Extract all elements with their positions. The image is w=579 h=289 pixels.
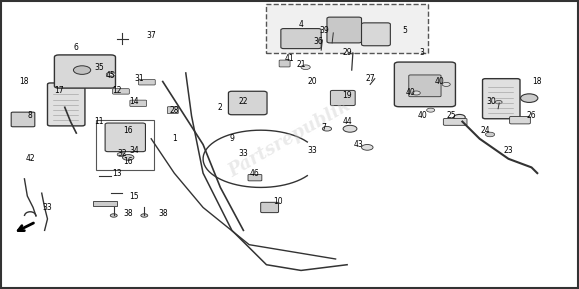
Circle shape: [109, 73, 112, 75]
Text: 39: 39: [319, 25, 329, 34]
Text: 22: 22: [239, 97, 248, 106]
Text: 15: 15: [129, 192, 139, 201]
Circle shape: [107, 72, 115, 77]
Circle shape: [117, 153, 125, 157]
FancyBboxPatch shape: [130, 100, 146, 106]
Text: 16: 16: [123, 126, 133, 135]
FancyBboxPatch shape: [444, 118, 467, 125]
Text: 21: 21: [296, 60, 306, 69]
Text: 9: 9: [229, 134, 234, 143]
Text: 7: 7: [322, 123, 327, 132]
Text: 31: 31: [135, 74, 145, 83]
Text: 14: 14: [129, 97, 139, 106]
FancyBboxPatch shape: [361, 23, 390, 46]
FancyBboxPatch shape: [54, 55, 115, 88]
FancyBboxPatch shape: [261, 202, 278, 213]
FancyBboxPatch shape: [394, 62, 456, 107]
Text: 10: 10: [273, 197, 283, 206]
Text: 11: 11: [94, 117, 104, 126]
Text: 42: 42: [25, 154, 35, 163]
Text: 44: 44: [342, 117, 352, 126]
FancyBboxPatch shape: [138, 79, 155, 85]
Circle shape: [521, 94, 538, 102]
FancyBboxPatch shape: [167, 107, 178, 114]
Circle shape: [347, 49, 357, 54]
FancyBboxPatch shape: [93, 201, 117, 206]
Text: 26: 26: [527, 111, 536, 121]
Circle shape: [412, 91, 420, 95]
Circle shape: [122, 155, 134, 160]
Text: 38: 38: [158, 209, 167, 218]
Text: 3: 3: [420, 49, 424, 58]
Circle shape: [323, 127, 332, 131]
FancyBboxPatch shape: [409, 75, 441, 97]
Text: 6: 6: [74, 43, 79, 52]
Circle shape: [361, 144, 373, 150]
Text: 35: 35: [94, 63, 104, 72]
Text: 29: 29: [342, 49, 352, 58]
Text: 37: 37: [146, 31, 156, 40]
Text: 33: 33: [307, 146, 317, 155]
Text: 41: 41: [285, 54, 294, 63]
FancyBboxPatch shape: [327, 17, 361, 43]
Text: 18: 18: [20, 77, 29, 86]
Text: 23: 23: [504, 146, 513, 155]
Text: Partsrepublik: Partsrepublik: [225, 97, 354, 181]
Text: 32: 32: [118, 149, 127, 158]
Text: 27: 27: [365, 74, 375, 83]
Circle shape: [485, 132, 494, 137]
Circle shape: [110, 214, 117, 217]
Circle shape: [74, 66, 91, 74]
Text: 40: 40: [406, 88, 415, 97]
Text: 24: 24: [481, 126, 490, 135]
Text: 13: 13: [112, 168, 122, 178]
Text: 34: 34: [129, 146, 139, 155]
FancyBboxPatch shape: [281, 29, 321, 49]
Circle shape: [454, 114, 466, 120]
FancyBboxPatch shape: [11, 112, 35, 127]
Text: 33: 33: [239, 149, 248, 158]
FancyBboxPatch shape: [112, 89, 129, 94]
Bar: [266, 4, 428, 53]
FancyBboxPatch shape: [510, 116, 530, 124]
FancyBboxPatch shape: [229, 91, 267, 115]
Text: 30: 30: [486, 97, 496, 106]
Text: 8: 8: [28, 111, 32, 121]
Text: 40: 40: [434, 77, 444, 86]
FancyBboxPatch shape: [47, 83, 85, 126]
Text: 40: 40: [417, 111, 427, 121]
Circle shape: [301, 65, 310, 70]
Circle shape: [442, 82, 450, 86]
Text: 33: 33: [43, 203, 52, 212]
Text: 43: 43: [354, 140, 364, 149]
Text: 36: 36: [313, 37, 323, 46]
Text: 20: 20: [307, 77, 317, 86]
Text: 5: 5: [402, 25, 407, 34]
FancyBboxPatch shape: [105, 123, 145, 152]
FancyBboxPatch shape: [331, 90, 355, 105]
Text: 2: 2: [218, 103, 223, 112]
Text: 4: 4: [299, 20, 303, 29]
Bar: [97, 120, 154, 170]
Circle shape: [121, 131, 135, 138]
Text: 16: 16: [123, 157, 133, 166]
FancyBboxPatch shape: [248, 175, 262, 181]
Text: 38: 38: [123, 209, 133, 218]
FancyBboxPatch shape: [482, 79, 520, 119]
Text: 25: 25: [446, 111, 456, 121]
Text: 19: 19: [342, 91, 352, 100]
Circle shape: [343, 125, 357, 132]
Circle shape: [427, 108, 435, 112]
Text: 18: 18: [533, 77, 542, 86]
FancyBboxPatch shape: [279, 60, 290, 67]
Circle shape: [318, 37, 326, 41]
Circle shape: [141, 214, 148, 217]
Text: 17: 17: [54, 86, 64, 95]
Text: 45: 45: [106, 71, 116, 80]
Text: 28: 28: [170, 106, 179, 115]
Circle shape: [495, 100, 502, 104]
Text: 12: 12: [112, 86, 122, 95]
Text: 1: 1: [172, 134, 177, 143]
Text: 46: 46: [250, 168, 260, 178]
